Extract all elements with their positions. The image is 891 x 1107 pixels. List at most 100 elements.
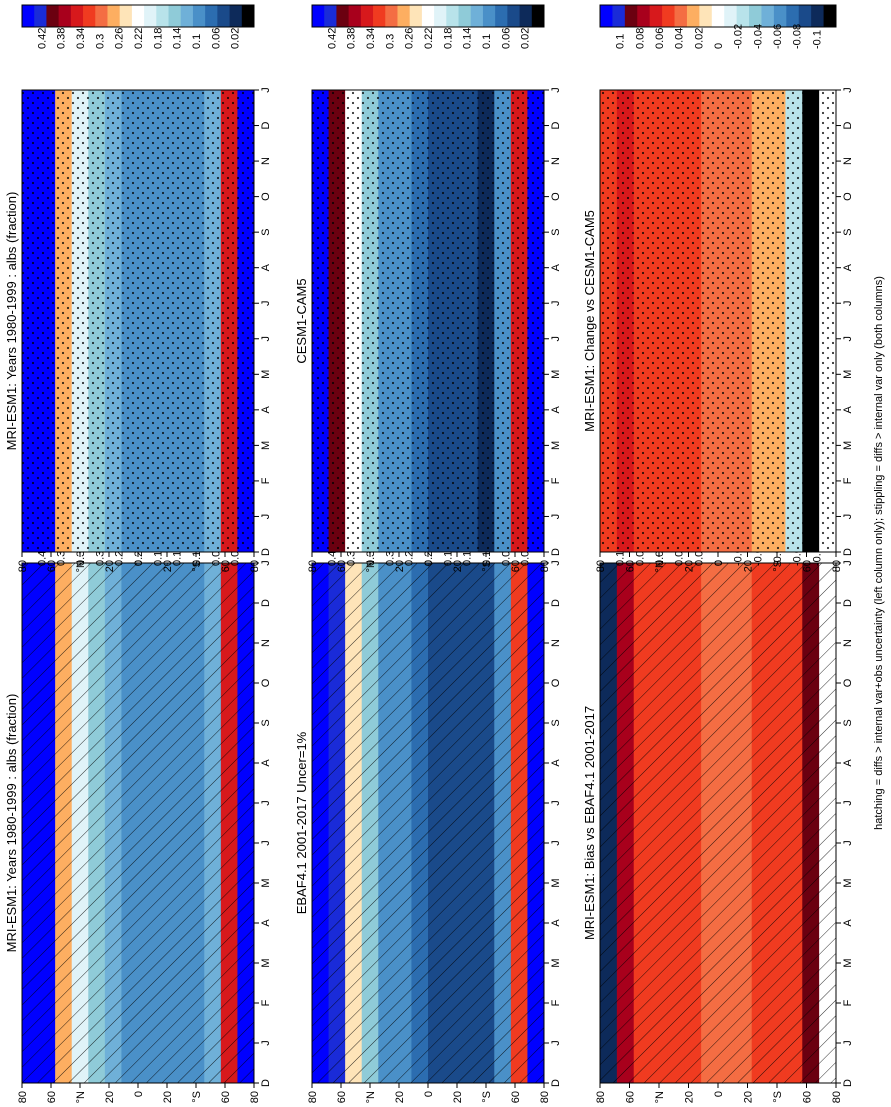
colorbar-swatch [217,5,230,27]
colorbar-swatch [229,5,243,27]
colorbar-swatch [637,5,651,27]
colorbar-label: 0.1 [481,551,493,566]
x-tick-label: O [260,192,272,201]
y-tick-label: 80 [539,1091,551,1103]
y-tick-label: 20 [684,1091,696,1103]
y-tick-label: °N [654,1091,666,1103]
y-tick-label: 20 [104,1091,116,1103]
colorbar-label: 0.02 [520,28,532,49]
y-tick-label: 20 [452,560,464,572]
colorbar-swatch [612,5,626,27]
colorbar-swatch [711,5,725,27]
colorbar-label: 0.1 [615,551,627,566]
colorbar-swatch [348,5,362,27]
x-tick-label: J [260,514,272,520]
colorbar-label: 0.26 [114,28,126,49]
colorbar-label: 0.02 [693,28,705,49]
colorbar-swatch [507,5,520,27]
colorbar-swatch [470,5,484,27]
y-tick-label: 0 [133,560,145,566]
colorbar-swatch [798,5,812,27]
colorbar-label: 0.08 [634,28,646,49]
x-tick-label: J [550,514,562,520]
x-tick-label: A [550,406,562,414]
x-tick-label: O [842,678,854,687]
x-tick-label: M [550,958,562,967]
y-tick-label: 80 [249,560,261,572]
colorbar-swatch [397,5,411,27]
colorbar-label: -0.1 [811,30,823,49]
x-tick-label: J [550,300,562,306]
colorbar-label: 0.3 [94,34,106,49]
colorbar-swatch [22,5,35,27]
colorbar-swatch [482,5,496,27]
y-tick-label: 80 [539,560,551,572]
y-tick-label: 60 [510,560,522,572]
x-tick-label: N [550,157,562,165]
y-tick-label: 20 [452,1091,464,1103]
x-tick-label: M [842,878,854,887]
colorbar-swatch [241,5,255,27]
y-tick-label: °S [772,1091,784,1103]
y-tick-label: °N [365,1091,377,1103]
y-tick-label: 60 [336,560,348,572]
colorbar-swatch [600,5,613,27]
x-tick-label: D [260,1079,272,1087]
colorbar-label: 0.1 [615,34,627,49]
stippling-overlay [312,90,544,552]
y-tick-label: °N [75,560,87,572]
x-tick-label: F [260,477,272,484]
colorbar-swatch [823,5,837,27]
y-tick-label: 20 [394,560,406,572]
colorbar-label: 0 [713,560,725,566]
x-tick-label: M [550,878,562,887]
x-tick-label: D [550,548,562,556]
x-tick-label: S [550,228,562,235]
x-tick-label: A [842,919,854,927]
colorbar-frame [311,4,545,28]
colorbar-label: 0.06 [654,28,666,49]
x-tick-label: M [260,878,272,887]
x-tick-label: F [842,999,854,1006]
colorbar-label: -0.08 [792,24,804,49]
x-tick-label: M [260,958,272,967]
x-tick-label: A [260,263,272,271]
x-tick-label: M [842,958,854,967]
colorbar-label: 0.3 [94,551,106,566]
colorbar-swatch [811,5,824,27]
colorbar-swatch [34,5,47,27]
x-tick-label: J [550,840,562,846]
colorbar-swatch [446,5,459,27]
colorbar-label: 0.38 [56,28,68,49]
x-tick-label: A [260,919,272,927]
colorbar-swatch [385,5,398,27]
x-tick-label: A [842,263,854,271]
colorbar-swatch [749,5,762,27]
y-tick-label: °N [654,560,666,572]
colorbar-label: 0.26 [404,28,416,49]
colorbar-swatch [168,5,182,27]
x-tick-label: J [842,560,854,566]
y-tick-label: 80 [595,1091,607,1103]
y-tick-label: 60 [802,1091,814,1103]
colorbar-label: 0.42 [326,28,338,49]
x-tick-label: D [842,599,854,607]
x-tick-label: J [550,336,562,342]
colorbar-label: -0.06 [772,24,784,49]
colorbar-swatch [662,5,675,27]
x-tick-label: D [260,122,272,130]
y-tick-label: °S [481,560,493,572]
x-tick-label: O [842,192,854,201]
colorbar-swatch [70,5,84,27]
x-tick-label: A [550,263,562,271]
colorbar-label: -0.04 [752,24,764,49]
x-tick-label: J [842,300,854,306]
colorbar-swatch [434,5,447,27]
y-tick-label: 80 [307,560,319,572]
x-tick-label: F [550,477,562,484]
figure-footnote: hatching = diffs > internal var+obs unce… [873,276,885,830]
x-tick-label: N [842,639,854,647]
colorbar-label: 0.3 [384,34,396,49]
